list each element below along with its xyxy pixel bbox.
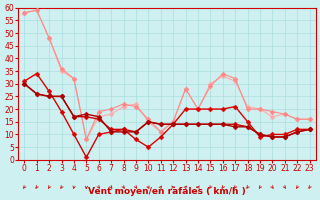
X-axis label: Vent moyen/en rafales ( km/h ): Vent moyen/en rafales ( km/h )	[88, 187, 246, 196]
